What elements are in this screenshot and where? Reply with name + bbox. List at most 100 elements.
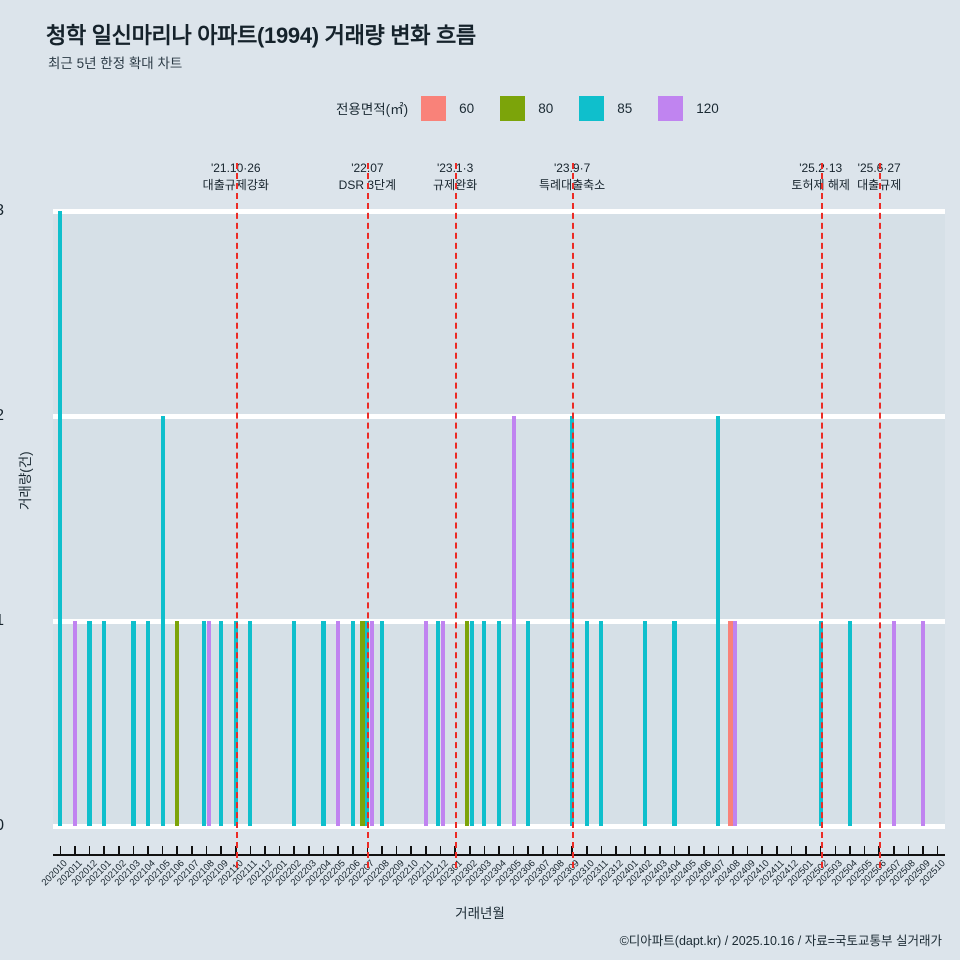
bar-202104-85[interactable] [145,621,151,826]
bar-202304-85[interactable] [496,621,502,826]
legend-item-60[interactable]: 60 [421,95,500,121]
bar-202108-120[interactable] [206,621,212,826]
x-tick-mark-202408 [732,846,734,855]
bar-202202-85[interactable] [292,621,297,826]
x-tick-mark-202111 [249,846,252,855]
bar-202206-85[interactable] [350,621,355,826]
bar-202407-85[interactable] [716,416,721,826]
x-tick-mark-202210 [410,846,413,855]
event-line-202309 [572,163,575,868]
bar-202504-85[interactable] [847,621,853,826]
x-tick-mark-202505 [863,846,866,855]
footer-credit: ©디아파트(dapt.kr) / 2025.10.16 / 자료=국토교통부 실… [619,934,942,948]
bar-202101-85[interactable] [102,621,107,826]
bar-202211-120[interactable] [423,621,428,826]
x-tick-mark-202407 [717,846,720,855]
x-tick-mark-202403 [659,846,661,855]
x-tick-mark-202312 [615,846,617,855]
bar-202310-85[interactable] [584,621,589,826]
legend-swatch-80 [500,95,526,121]
x-tick-mark-202406 [702,846,705,855]
x-tick-mark-202303 [483,846,486,855]
x-tick-mark-202105 [161,846,164,855]
bar-202108-85[interactable] [202,621,207,826]
page-title: 청학 일신마리나 아파트(1994) 거래량 변화 흐름 [46,23,476,48]
x-tick-mark-202206 [351,846,354,855]
legend-item-120[interactable]: 120 [658,95,719,121]
x-tick-mark-202503 [834,846,837,855]
bar-202309-85[interactable] [570,416,575,826]
bar-202207-85[interactable] [365,621,370,826]
legend-label-60: 60 [459,100,475,116]
x-tick-mark-202510 [936,846,939,855]
x-tick-mark-202411 [776,846,778,855]
x-tick-mark-202302 [468,846,471,855]
bar-202404-85[interactable] [672,621,677,826]
legend-label-85: 85 [617,100,633,116]
bar-202311-85[interactable] [599,621,604,826]
bar-202103-85[interactable] [131,621,136,826]
x-tick-mark-202109 [220,846,222,855]
x-axis-label: 거래년월 [455,906,505,921]
x-tick-mark-202307 [542,846,544,855]
bar-202011-120[interactable] [72,621,78,826]
x-tick-mark-202304 [498,846,500,855]
x-tick-mark-202209 [395,846,398,855]
event-date-202110: '21.10·26 [210,161,261,175]
x-axis-line [53,854,945,856]
bar-202106-80[interactable] [175,621,180,826]
legend-swatch-85 [579,95,605,121]
bar-202302-85[interactable] [470,621,475,826]
x-tick-mark-202504 [849,846,851,855]
legend-item-85[interactable]: 85 [579,95,658,121]
legend-item-80[interactable]: 80 [500,95,579,121]
event-date-202309: '23.9·7 [553,161,591,175]
gridline-3 [53,208,945,214]
x-tick-mark-202011 [74,846,76,855]
bar-202010-85[interactable] [58,211,63,826]
bar-202303-85[interactable] [482,621,487,826]
bar-202111-85[interactable] [248,621,253,826]
bar-202305-120[interactable] [511,416,516,826]
legend-label-80: 80 [538,100,554,116]
x-tick-mark-202212 [439,846,442,855]
y-tick-2: 2 [0,407,4,425]
plot-area [53,163,945,868]
bar-202212-85[interactable] [436,621,441,826]
bar-202012-85[interactable] [87,621,92,826]
bar-202207-80[interactable] [360,621,365,826]
bar-202302-80[interactable] [465,621,470,826]
x-tick-mark-202201 [278,846,281,855]
x-tick-mark-202401 [629,846,632,855]
x-tick-mark-202501 [805,846,807,855]
y-axis-label: 거래량(건) [18,451,33,510]
bar-202212-120[interactable] [440,621,445,826]
x-tick-mark-202308 [556,846,559,855]
x-tick-mark-202012 [88,846,91,855]
x-tick-mark-202306 [527,846,530,855]
bar-202207-120[interactable] [370,621,375,826]
bar-202109-85[interactable] [219,621,224,826]
x-tick-mark-202106 [176,846,179,855]
bar-202205-120[interactable] [336,621,341,826]
bar-202402-85[interactable] [643,621,648,826]
bar-202408-60[interactable] [728,621,733,826]
bar-202208-85[interactable] [379,621,385,826]
event-line-202506 [879,163,882,868]
bar-202408-120[interactable] [733,621,738,826]
y-tick-3: 3 [0,202,4,220]
x-tick-mark-202202 [293,846,296,855]
bar-202507-120[interactable] [891,621,896,826]
bar-202110-85[interactable] [233,621,238,826]
bar-202509-120[interactable] [920,621,926,826]
bar-202204-85[interactable] [321,621,326,826]
bar-202502-85[interactable] [818,621,823,826]
bar-202105-85[interactable] [160,416,165,826]
x-tick-mark-202502 [819,846,822,855]
legend: 전용면적(㎡) 60 80 85 120 [336,95,719,121]
bar-202306-85[interactable] [526,621,531,826]
x-tick-mark-202107 [191,846,193,855]
x-tick-mark-202507 [893,846,895,855]
x-tick-mark-202101 [103,846,105,855]
